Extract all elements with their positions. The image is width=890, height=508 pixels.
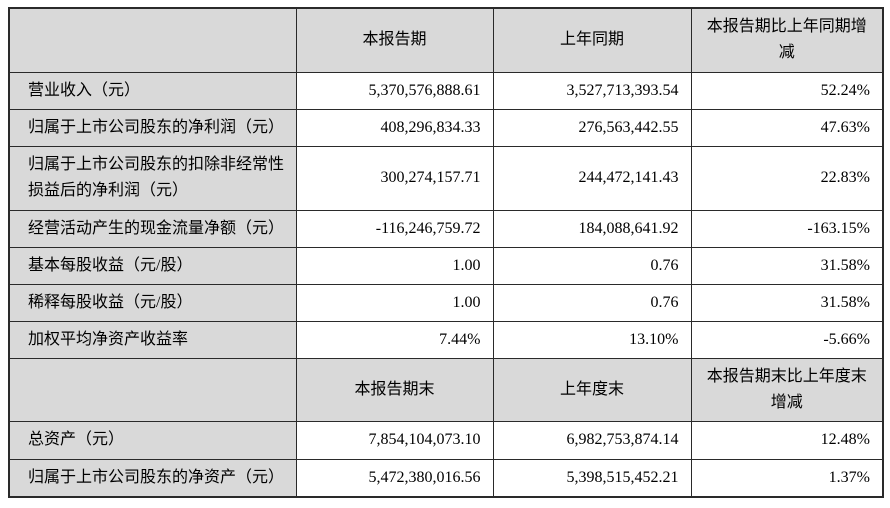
col-header-current-period: 本报告期 <box>295 7 494 73</box>
row-label: 营业收入（元） <box>8 71 297 110</box>
value-change: -5.66% <box>690 320 884 359</box>
value-prior: 0.76 <box>492 283 692 322</box>
table-row-net-profit-excl-nonrecurring: 归属于上市公司股东的扣除非经常性损益后的净利润（元） 300,274,157.7… <box>8 145 884 211</box>
corner-cell <box>8 357 297 422</box>
value-current: -116,246,759.72 <box>295 209 494 248</box>
value-current: 5,370,576,888.61 <box>295 71 494 110</box>
value-prior: 3,527,713,393.54 <box>492 71 692 110</box>
col-header-change: 本报告期比上年同期增减 <box>690 7 884 73</box>
section1-header-row: 本报告期 上年同期 本报告期比上年同期增减 <box>8 7 884 73</box>
table-row-weighted-avg-roe: 加权平均净资产收益率 7.44% 13.10% -5.66% <box>8 320 884 359</box>
row-label: 归属于上市公司股东的扣除非经常性损益后的净利润（元） <box>8 145 297 211</box>
value-prior: 244,472,141.43 <box>492 145 692 211</box>
value-current: 408,296,834.33 <box>295 108 494 147</box>
col-header-end-change: 本报告期末比上年度末增减 <box>690 357 884 422</box>
row-label: 经营活动产生的现金流量净额（元） <box>8 209 297 248</box>
row-label: 稀释每股收益（元/股） <box>8 283 297 322</box>
value-change: 52.24% <box>690 71 884 110</box>
value-prior: 184,088,641.92 <box>492 209 692 248</box>
value-change: 1.37% <box>690 458 884 498</box>
value-change: 12.48% <box>690 420 884 460</box>
row-label: 总资产（元） <box>8 420 297 460</box>
table-row-basic-eps: 基本每股收益（元/股） 1.00 0.76 31.58% <box>8 246 884 285</box>
row-label: 归属于上市公司股东的净利润（元） <box>8 108 297 147</box>
table-row-net-assets: 归属于上市公司股东的净资产（元） 5,472,380,016.56 5,398,… <box>8 458 884 498</box>
value-change: 47.63% <box>690 108 884 147</box>
row-label: 归属于上市公司股东的净资产（元） <box>8 458 297 498</box>
value-change: -163.15% <box>690 209 884 248</box>
value-change: 31.58% <box>690 246 884 285</box>
value-prior: 13.10% <box>492 320 692 359</box>
row-label: 基本每股收益（元/股） <box>8 246 297 285</box>
table-row-diluted-eps: 稀释每股收益（元/股） 1.00 0.76 31.58% <box>8 283 884 322</box>
value-prior: 0.76 <box>492 246 692 285</box>
section2-header-row: 本报告期末 上年度末 本报告期末比上年度末增减 <box>8 357 884 422</box>
value-prior: 5,398,515,452.21 <box>492 458 692 498</box>
key-financials-table: 本报告期 上年同期 本报告期比上年同期增减 营业收入（元） 5,370,576,… <box>8 7 884 498</box>
value-current: 300,274,157.71 <box>295 145 494 211</box>
col-header-prior-period: 上年同期 <box>492 7 692 73</box>
table-row-revenue: 营业收入（元） 5,370,576,888.61 3,527,713,393.5… <box>8 71 884 110</box>
table-row-operating-cash-flow: 经营活动产生的现金流量净额（元） -116,246,759.72 184,088… <box>8 209 884 248</box>
table-row-total-assets: 总资产（元） 7,854,104,073.10 6,982,753,874.14… <box>8 420 884 460</box>
value-current: 1.00 <box>295 246 494 285</box>
value-current: 7,854,104,073.10 <box>295 420 494 460</box>
value-current: 7.44% <box>295 320 494 359</box>
row-label: 加权平均净资产收益率 <box>8 320 297 359</box>
col-header-period-end: 本报告期末 <box>295 357 494 422</box>
value-change: 22.83% <box>690 145 884 211</box>
corner-cell <box>8 7 297 73</box>
value-change: 31.58% <box>690 283 884 322</box>
value-prior: 276,563,442.55 <box>492 108 692 147</box>
value-current: 5,472,380,016.56 <box>295 458 494 498</box>
col-header-prior-year-end: 上年度末 <box>492 357 692 422</box>
value-current: 1.00 <box>295 283 494 322</box>
table-row-net-profit: 归属于上市公司股东的净利润（元） 408,296,834.33 276,563,… <box>8 108 884 147</box>
value-prior: 6,982,753,874.14 <box>492 420 692 460</box>
